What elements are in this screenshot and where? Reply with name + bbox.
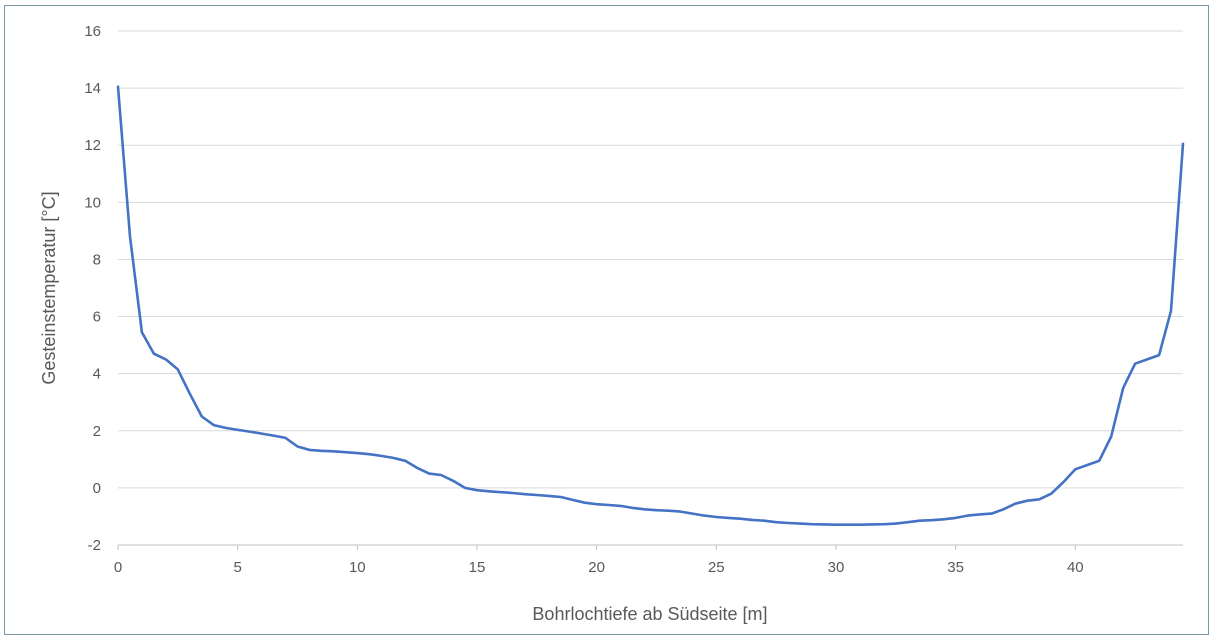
series-line-group	[116, 85, 1185, 527]
x-tick-label: 40	[1067, 559, 1084, 576]
y-axis-title: Gesteinstemperatur [°C]	[39, 191, 59, 384]
chart-frame	[4, 5, 1209, 635]
y-tick-label: -2	[88, 537, 101, 554]
x-tick-label: 15	[469, 559, 486, 576]
x-tick-label: 20	[588, 559, 605, 576]
x-tick-label: 25	[708, 559, 725, 576]
y-tick-label: 6	[93, 309, 101, 326]
x-axis-title: Bohrlochtiefe ab Südseite [m]	[532, 604, 767, 624]
gridlines	[117, 30, 1183, 550]
x-tick-label: 0	[114, 559, 122, 576]
series-line	[116, 85, 1185, 527]
y-tick-label: 4	[93, 366, 101, 383]
y-tick-label: 10	[84, 194, 101, 211]
y-tick-label: 2	[93, 423, 101, 440]
y-tick-label: 16	[84, 23, 101, 40]
y-tick-label: 8	[93, 251, 101, 268]
y-tick-label: 0	[93, 480, 101, 497]
x-tick-label: 5	[233, 559, 241, 576]
y-tick-labels: -2 0 2 4 6 8 10 12 14 16	[84, 23, 101, 554]
x-tick-label: 10	[349, 559, 366, 576]
x-tick-label: 35	[947, 559, 964, 576]
x-tick-label: 30	[828, 559, 845, 576]
x-tick-labels: 0 5 10 15 20 25 30 35 40	[114, 559, 1084, 576]
y-tick-label: 12	[84, 137, 101, 154]
y-tick-label: 14	[84, 80, 101, 97]
